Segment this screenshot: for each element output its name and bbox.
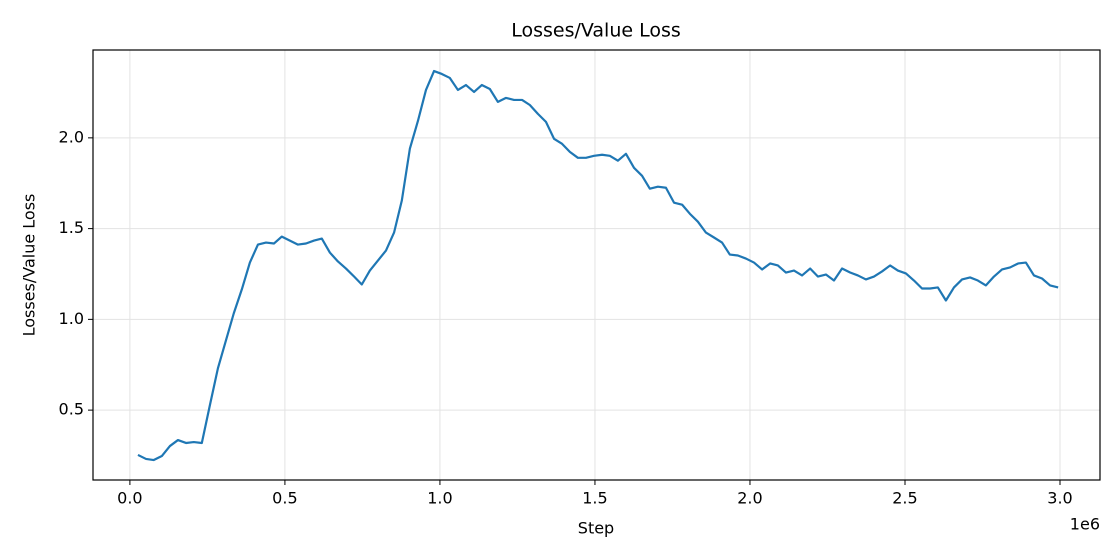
x-tick-label: 1.0 [427,489,452,508]
x-tick-label: 3.0 [1047,489,1072,508]
x-tick-label: 2.5 [892,489,917,508]
x-offset-label: 1e6 [1070,515,1100,534]
y-axis-label: Losses/Value Loss [20,194,39,337]
x-tick-label: 0.5 [272,489,297,508]
y-tick-label: 2.0 [59,127,84,146]
x-tick-label: 2.0 [737,489,762,508]
data-line [137,69,1059,462]
x-tick-label: 0.0 [117,489,142,508]
chart-title: Losses/Value Loss [511,20,681,42]
y-tick-label: 1.5 [59,218,84,237]
x-axis-label: Step [578,519,614,538]
plot-frame [92,49,1101,481]
x-tick-label: 1.5 [582,489,607,508]
y-tick-label: 1.0 [59,309,84,328]
y-tick-label: 0.5 [59,400,84,419]
